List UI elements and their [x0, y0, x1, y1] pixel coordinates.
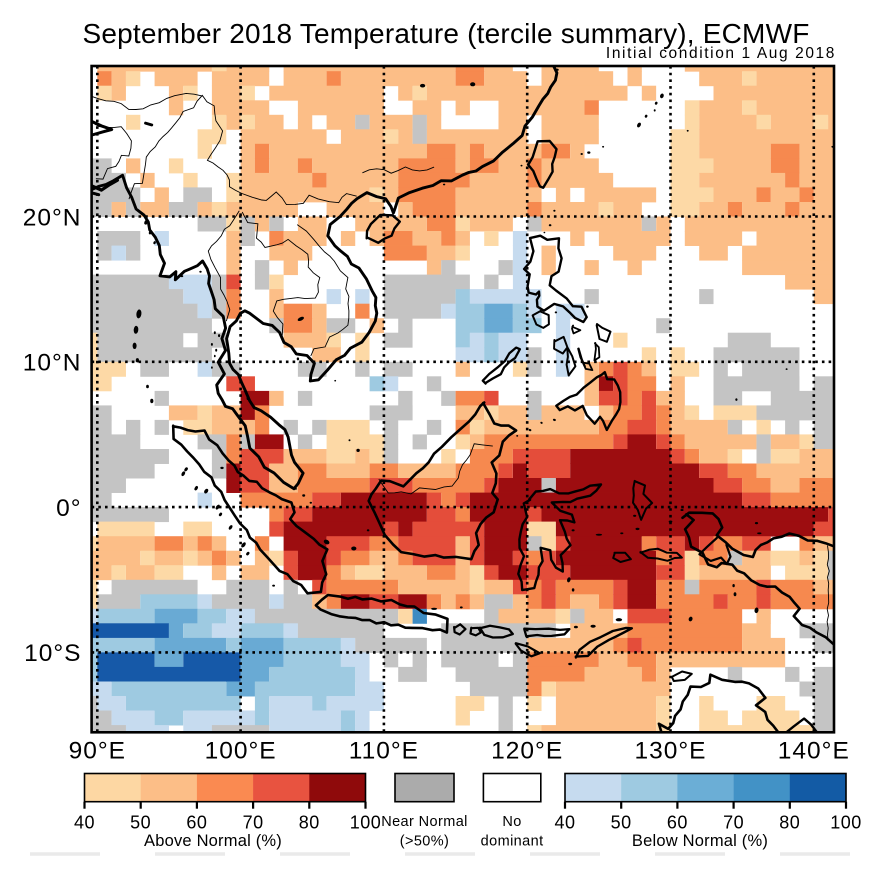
svg-text:40: 40 [554, 813, 575, 833]
svg-text:20°N: 20°N [23, 204, 82, 231]
svg-text:120°E: 120°E [491, 738, 563, 765]
svg-text:10°S: 10°S [24, 640, 81, 667]
svg-text:130°E: 130°E [634, 738, 706, 765]
svg-text:80: 80 [299, 813, 320, 833]
svg-text:50: 50 [611, 813, 632, 833]
svg-text:140°E: 140°E [778, 738, 850, 765]
svg-text:60: 60 [667, 813, 688, 833]
svg-text:80: 80 [779, 813, 800, 833]
svg-text:70: 70 [723, 813, 744, 833]
svg-text:Below Normal (%): Below Normal (%) [632, 832, 768, 850]
svg-text:40: 40 [74, 813, 95, 833]
svg-text:September 2018 Temperature (te: September 2018 Temperature (tercile summ… [82, 18, 809, 49]
svg-text:Near Normal: Near Normal [381, 814, 468, 830]
svg-text:No: No [502, 814, 521, 830]
svg-text:Above Normal (%): Above Normal (%) [144, 832, 282, 850]
svg-text:60: 60 [186, 813, 207, 833]
svg-text:50: 50 [130, 813, 151, 833]
svg-text:70: 70 [243, 813, 264, 833]
svg-text:(>50%): (>50%) [400, 834, 450, 850]
svg-text:0°: 0° [56, 495, 81, 522]
svg-text:100: 100 [350, 813, 382, 833]
svg-text:10°N: 10°N [23, 350, 82, 377]
svg-text:dominant: dominant [481, 834, 544, 850]
svg-text:Initial condition 1 Aug 2018: Initial condition 1 Aug 2018 [606, 45, 836, 62]
svg-text:100: 100 [830, 813, 862, 833]
svg-text:100°E: 100°E [205, 738, 277, 765]
svg-text:110°E: 110°E [349, 738, 419, 765]
svg-text:90°E: 90°E [69, 738, 126, 765]
